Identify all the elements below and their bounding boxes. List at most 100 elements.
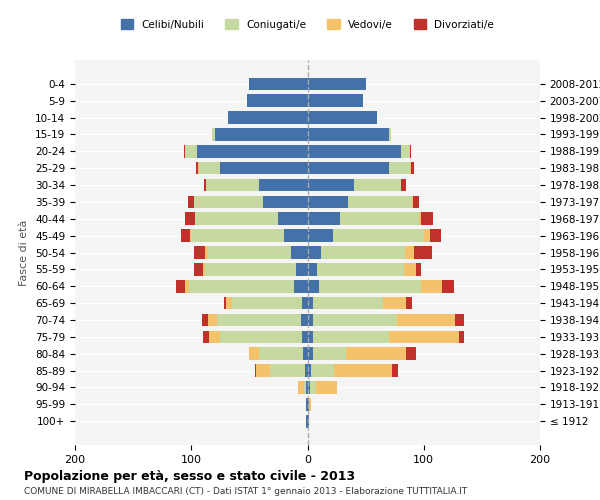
Bar — [184, 145, 185, 158]
Bar — [250, 78, 308, 90]
Bar — [198, 162, 199, 174]
Bar — [308, 246, 322, 259]
Bar — [293, 280, 308, 292]
Bar — [206, 178, 259, 192]
Bar — [308, 212, 340, 225]
Bar — [259, 178, 308, 192]
Bar — [313, 348, 346, 360]
Bar — [308, 280, 319, 292]
Bar — [333, 230, 424, 242]
Bar — [316, 381, 337, 394]
Bar — [229, 111, 308, 124]
Bar — [247, 94, 308, 107]
Bar — [256, 364, 271, 377]
Bar — [205, 263, 296, 276]
Bar — [185, 280, 189, 292]
Bar — [313, 314, 397, 326]
Bar — [317, 263, 404, 276]
Bar — [406, 348, 416, 360]
Bar — [203, 330, 209, 343]
Bar — [311, 364, 334, 377]
Bar — [250, 348, 259, 360]
Bar — [208, 246, 291, 259]
Bar — [401, 145, 410, 158]
Bar — [291, 246, 308, 259]
Bar — [189, 280, 293, 292]
Bar — [220, 162, 308, 174]
Bar — [313, 297, 383, 310]
Bar — [215, 128, 308, 141]
Bar — [413, 196, 419, 208]
Bar — [348, 196, 412, 208]
Y-axis label: Fasce di età: Fasce di età — [19, 220, 29, 286]
Bar — [259, 348, 303, 360]
Bar — [430, 230, 441, 242]
Bar — [307, 415, 308, 428]
Bar — [205, 246, 208, 259]
Bar — [401, 178, 406, 192]
Bar — [334, 364, 392, 377]
Bar — [424, 230, 430, 242]
Bar — [313, 330, 389, 343]
Bar — [194, 263, 203, 276]
Bar — [308, 348, 313, 360]
Bar — [202, 314, 208, 326]
Bar — [181, 230, 190, 242]
Bar — [278, 212, 308, 225]
Bar — [185, 212, 195, 225]
Bar — [340, 212, 419, 225]
Bar — [209, 330, 220, 343]
Bar — [308, 78, 365, 90]
Bar — [308, 145, 401, 158]
Bar — [308, 94, 364, 107]
Bar — [346, 348, 406, 360]
Bar — [406, 297, 412, 310]
Bar — [308, 364, 311, 377]
Bar — [212, 128, 215, 141]
Bar — [411, 162, 415, 174]
Bar — [308, 381, 310, 394]
Bar — [263, 196, 308, 208]
Bar — [392, 364, 398, 377]
Bar — [303, 348, 308, 360]
Bar — [271, 364, 305, 377]
Bar — [416, 263, 421, 276]
Bar — [307, 381, 308, 394]
Bar — [304, 381, 307, 394]
Bar — [191, 230, 284, 242]
Bar — [302, 297, 308, 310]
Bar — [308, 263, 317, 276]
Bar — [458, 330, 464, 343]
Bar — [412, 196, 413, 208]
Bar — [307, 398, 308, 410]
Bar — [415, 246, 432, 259]
Bar — [389, 162, 410, 174]
Bar — [308, 330, 313, 343]
Bar — [319, 280, 421, 292]
Bar — [208, 314, 217, 326]
Bar — [308, 111, 377, 124]
Legend: Celibi/Nubili, Coniugati/e, Vedovi/e, Divorziati/e: Celibi/Nubili, Coniugati/e, Vedovi/e, Di… — [117, 15, 498, 34]
Bar — [308, 314, 313, 326]
Bar — [308, 196, 348, 208]
Bar — [224, 297, 226, 310]
Bar — [310, 381, 316, 394]
Bar — [354, 178, 401, 192]
Bar — [421, 280, 442, 292]
Bar — [226, 297, 232, 310]
Bar — [308, 162, 389, 174]
Bar — [308, 178, 354, 192]
Bar — [196, 162, 198, 174]
Bar — [185, 145, 197, 158]
Bar — [308, 297, 313, 310]
Bar — [308, 230, 333, 242]
Bar — [301, 314, 308, 326]
Bar — [421, 212, 433, 225]
Bar — [410, 162, 411, 174]
Bar — [389, 330, 458, 343]
Bar — [197, 145, 308, 158]
Bar — [308, 398, 311, 410]
Bar — [195, 212, 278, 225]
Bar — [455, 314, 464, 326]
Bar — [194, 196, 263, 208]
